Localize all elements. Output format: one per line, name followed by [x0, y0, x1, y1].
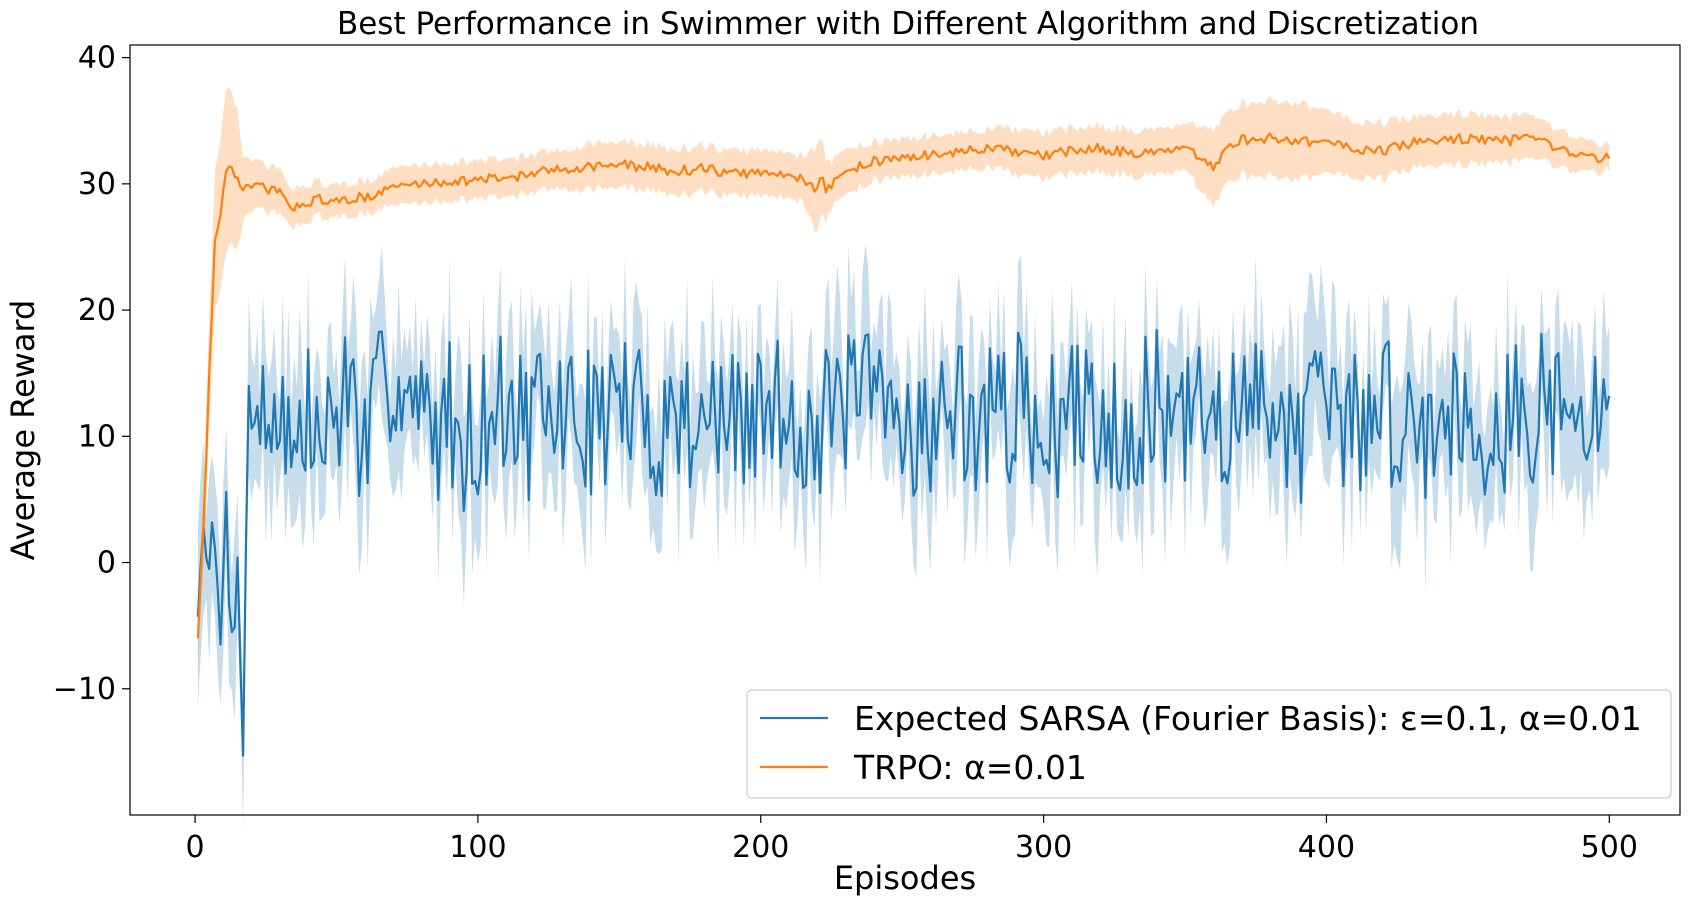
plot-frame — [129, 44, 1681, 816]
legend-box — [746, 689, 1672, 799]
series-line-trpo — [196, 132, 1611, 639]
x-axis-title: Episodes — [834, 859, 976, 897]
plot-area — [196, 87, 1611, 829]
band-trpo — [197, 87, 1610, 670]
y-tick-label: 30 — [78, 167, 116, 202]
x-tick-label: 400 — [1298, 830, 1355, 865]
y-axis: −10 0 10 20 30 40 — [53, 41, 130, 707]
x-tick-label: 500 — [1581, 830, 1638, 865]
y-tick-label: 40 — [78, 41, 116, 76]
legend: Expected SARSA (Fourier Basis): ε=0.1, α… — [746, 689, 1672, 799]
y-axis-title: Average Reward — [4, 300, 42, 561]
x-tick-label: 200 — [732, 830, 789, 865]
chart-title: Best Performance in Swimmer with Differe… — [337, 6, 1479, 42]
legend-label-sarsa: Expected SARSA (Fourier Basis): ε=0.1, α… — [854, 699, 1642, 738]
y-tick-label: −10 — [53, 672, 116, 707]
y-tick-label: 20 — [78, 293, 116, 328]
x-tick-label: 100 — [449, 830, 506, 865]
y-tick-label: 10 — [78, 419, 116, 454]
legend-label-trpo: TRPO: α=0.01 — [853, 748, 1087, 787]
x-tick-label: 300 — [1015, 830, 1072, 865]
series-line-sarsa — [196, 328, 1611, 757]
x-tick-label: 0 — [186, 830, 205, 865]
x-axis: 0 100 200 300 400 500 — [186, 815, 1638, 865]
y-tick-label: 0 — [97, 546, 116, 581]
